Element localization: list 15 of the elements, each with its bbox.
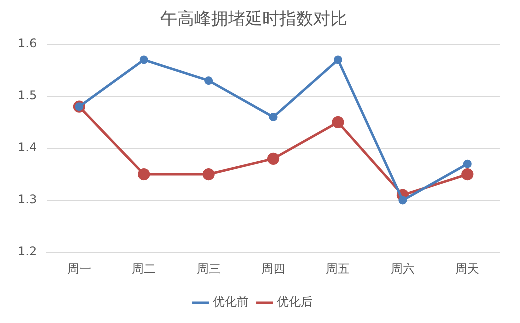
y-tick-label: 1.3 — [18, 192, 38, 207]
x-tick-label: 周三 — [196, 262, 221, 276]
x-tick-label: 周六 — [390, 262, 415, 276]
legend-label: 优化前 — [213, 295, 249, 310]
x-tick-label: 周二 — [132, 262, 156, 276]
chart-title: 午高峰拥堵延时指数对比 — [160, 10, 348, 30]
x-tick-label: 周四 — [262, 262, 286, 276]
x-tick-label: 周一 — [67, 262, 92, 276]
y-tick-label: 1.2 — [18, 244, 38, 259]
x-tick-label: 周天 — [456, 262, 480, 276]
y-tick-label: 1.5 — [18, 88, 38, 103]
y-tick-label: 1.4 — [18, 140, 38, 155]
y-tick-label: 1.6 — [18, 36, 38, 51]
legend-label: 优化后 — [277, 295, 313, 310]
x-tick-label: 周五 — [326, 262, 350, 276]
